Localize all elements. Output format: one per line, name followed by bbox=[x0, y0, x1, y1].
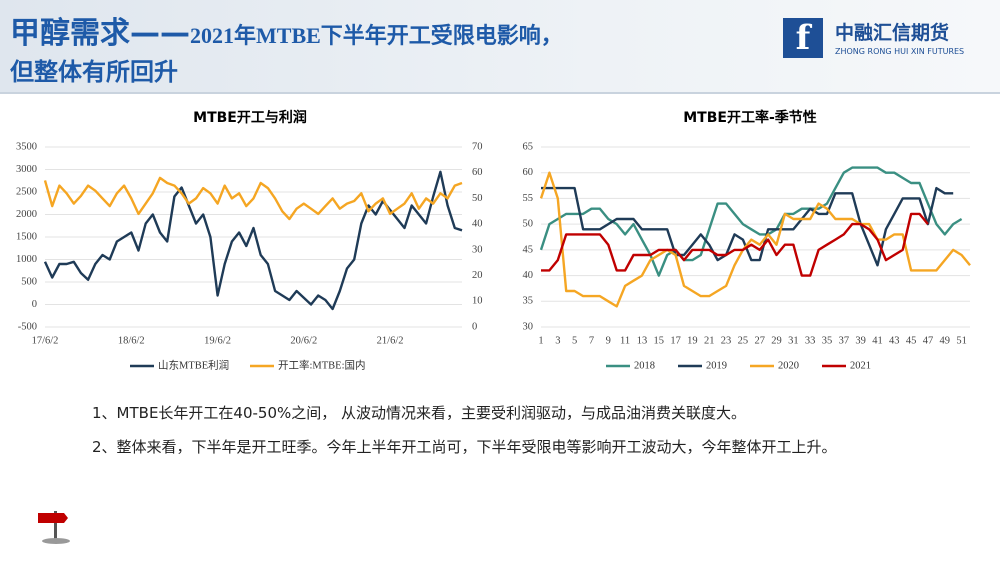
y-tick-label: 35 bbox=[523, 296, 534, 307]
y-tick-label: 45 bbox=[523, 244, 534, 255]
x-tick-label: 1 bbox=[538, 335, 543, 346]
decor-icon bbox=[38, 511, 70, 544]
y-tick-label: -500 bbox=[18, 321, 37, 332]
series-line bbox=[539, 171, 971, 308]
x-tick-label: 9 bbox=[606, 335, 611, 346]
y2-tick-label: 10 bbox=[472, 296, 483, 307]
note: 2、整体来看，下半年是开工旺季。今年上半年开工尚可，下半年受限电等影响开工波动大… bbox=[92, 438, 837, 456]
legend-label: 山东MTBE利润 bbox=[158, 358, 229, 371]
legend-label: 2021 bbox=[850, 360, 871, 371]
y-tick-label: 40 bbox=[523, 270, 534, 281]
legend-label: 2020 bbox=[778, 360, 799, 371]
header: 甲醇需求——2021年MTBE下半年开工受限电影响， 但整体有所回升 f 中融汇… bbox=[0, 0, 1000, 94]
x-tick-label: 21 bbox=[704, 335, 715, 346]
x-tick-label: 25 bbox=[738, 335, 749, 346]
x-tick-label: 45 bbox=[906, 335, 917, 346]
y-tick-label: 500 bbox=[21, 276, 37, 287]
x-tick-label: 49 bbox=[940, 335, 951, 346]
title-line-1: 甲醇需求——2021年MTBE下半年开工受限电影响， bbox=[10, 8, 563, 52]
y-tick-label: 1500 bbox=[16, 231, 37, 242]
logo-mark: f bbox=[783, 18, 823, 58]
y-tick-label: 50 bbox=[523, 219, 534, 230]
x-tick-label: 47 bbox=[923, 335, 934, 346]
y2-tick-label: 60 bbox=[472, 167, 483, 178]
x-tick-label: 21/6/2 bbox=[377, 335, 404, 346]
x-tick-label: 35 bbox=[822, 335, 833, 346]
x-tick-label: 23 bbox=[721, 335, 732, 346]
y-tick-label: 2000 bbox=[16, 209, 37, 220]
y2-tick-label: 20 bbox=[472, 270, 483, 281]
x-tick-label: 18/6/2 bbox=[118, 335, 145, 346]
x-tick-label: 27 bbox=[754, 335, 765, 346]
x-tick-label: 19/6/2 bbox=[204, 335, 231, 346]
x-tick-label: 5 bbox=[572, 335, 577, 346]
x-tick-label: 17 bbox=[670, 335, 681, 346]
title-line-2: 但整体有所回升 bbox=[10, 58, 178, 86]
x-tick-label: 51 bbox=[956, 335, 967, 346]
y-tick-label: 55 bbox=[523, 193, 534, 204]
y2-tick-label: 40 bbox=[472, 219, 483, 230]
y-tick-label: 30 bbox=[523, 321, 534, 332]
y-tick-label: 0 bbox=[32, 299, 37, 310]
title-main: 甲醇需求—— bbox=[10, 16, 190, 51]
x-tick-label: 15 bbox=[654, 335, 665, 346]
series-line bbox=[539, 166, 963, 277]
y2-tick-label: 0 bbox=[472, 321, 477, 332]
y2-tick-label: 70 bbox=[472, 141, 483, 152]
x-tick-label: 7 bbox=[589, 335, 594, 346]
x-tick-label: 19 bbox=[687, 335, 698, 346]
legend-label: 2018 bbox=[634, 360, 655, 371]
y-tick-label: 3000 bbox=[16, 164, 37, 175]
y-tick-label: 1000 bbox=[16, 254, 37, 265]
x-tick-label: 29 bbox=[771, 335, 782, 346]
x-tick-label: 3 bbox=[555, 335, 560, 346]
chart-title: MTBE开工与利润 bbox=[193, 109, 307, 126]
x-tick-label: 43 bbox=[889, 335, 900, 346]
note: 1、MTBE长年开工在40-50%之间， 从波动情况来看，主要受利润驱动，与成品… bbox=[92, 404, 747, 422]
chart-title: MTBE开工率-季节性 bbox=[683, 109, 817, 126]
notes: 1、MTBE长年开工在40-50%之间， 从波动情况来看，主要受利润驱动，与成品… bbox=[92, 398, 932, 466]
x-tick-label: 41 bbox=[872, 335, 883, 346]
x-tick-label: 20/6/2 bbox=[290, 335, 317, 346]
y-tick-label: 2500 bbox=[16, 186, 37, 197]
logo-name: 中融汇信期货 bbox=[835, 22, 950, 44]
y-tick-label: 3500 bbox=[16, 141, 37, 152]
series-line bbox=[541, 212, 929, 277]
series-line bbox=[541, 186, 954, 267]
x-tick-label: 37 bbox=[839, 335, 850, 346]
charts: MTBE开工与利润-500050010001500200025003000350… bbox=[16, 109, 971, 371]
x-tick-label: 11 bbox=[620, 335, 630, 346]
y-tick-label: 60 bbox=[523, 167, 534, 178]
x-tick-label: 39 bbox=[855, 335, 866, 346]
x-tick-label: 13 bbox=[637, 335, 648, 346]
series-line bbox=[43, 176, 463, 221]
logo-english: ZHONG RONG HUI XIN FUTURES bbox=[835, 47, 965, 56]
legend-label: 2019 bbox=[706, 360, 727, 371]
title-rest: 2021年MTBE下半年开工受限电影响， bbox=[190, 23, 563, 48]
legend-label: 开工率:MTBE:国内 bbox=[278, 358, 366, 371]
x-tick-label: 33 bbox=[805, 335, 816, 346]
y2-tick-label: 30 bbox=[472, 244, 483, 255]
y-tick-label: 65 bbox=[523, 141, 534, 152]
x-tick-label: 31 bbox=[788, 335, 799, 346]
x-tick-label: 17/6/2 bbox=[32, 335, 59, 346]
logo: f 中融汇信期货 ZHONG RONG HUI XIN FUTURES bbox=[783, 18, 965, 58]
y2-tick-label: 50 bbox=[472, 193, 483, 204]
